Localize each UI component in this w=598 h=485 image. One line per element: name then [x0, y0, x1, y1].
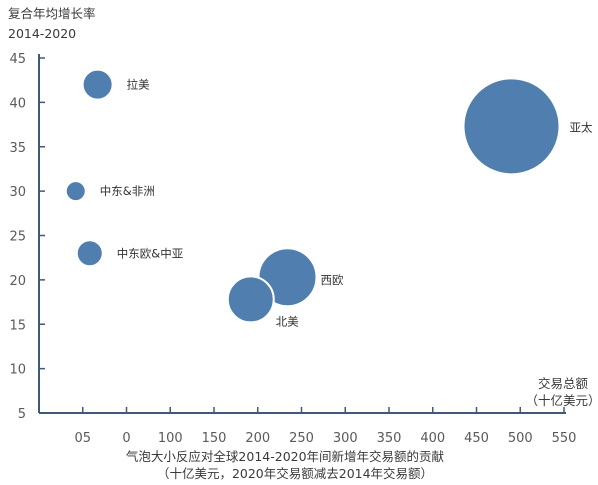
x-axis-title-line-1: 气泡大小反应对全球2014-2020年间新增年交易额的贡献: [126, 449, 444, 464]
bubble: [462, 77, 561, 176]
bubble-label: 中东欧&中亚: [117, 246, 183, 260]
y-tick-label: 20: [9, 274, 26, 289]
bubble-label: 北美: [276, 314, 299, 328]
x-tick-label: 400: [420, 431, 445, 446]
x-tick-label: 550: [552, 431, 577, 446]
size-legend-line-2: （十亿美元）: [525, 393, 598, 408]
y-tick-label: 10: [9, 363, 26, 378]
x-tick-label: 0: [122, 431, 130, 446]
bubble: [226, 275, 275, 324]
x-tick-label: 100: [158, 431, 183, 446]
y-axis-title-line-2: 2014-2020: [8, 26, 76, 41]
axes: 5 10 15 20 25 30 35 40 45 05 0 100 150 200 250 300 350 40…: [9, 52, 576, 446]
bubbles: [64, 68, 561, 324]
bubble-label: 亚太: [570, 120, 593, 134]
y-tick-label: 25: [9, 230, 26, 245]
y-tick-label: 30: [9, 185, 26, 200]
bubble-label: 拉美: [127, 78, 150, 92]
y-tick-label: 15: [9, 318, 26, 333]
x-tick-label: 300: [333, 431, 358, 446]
y-tick-label: 40: [9, 96, 26, 111]
x-tick-label: 250: [289, 431, 314, 446]
bubble-label: 西欧: [321, 273, 344, 287]
x-axis-title-line-2: （十亿美元，2020年交易额减去2014年交易额）: [157, 466, 433, 481]
x-tick-label: 05: [74, 431, 91, 446]
y-tick-label: 45: [9, 52, 26, 67]
x-tick-label: 500: [508, 431, 533, 446]
y-tick-label: 5: [18, 407, 26, 422]
bubble: [64, 180, 87, 203]
bubble-label: 中东&非洲: [100, 184, 155, 198]
y-tick-label: 35: [9, 141, 26, 156]
x-tick-label: 450: [464, 431, 489, 446]
size-legend-line-1: 交易总额: [538, 376, 589, 391]
bubble: [81, 68, 114, 101]
y-axis-title-line-1: 复合年均增长率: [8, 6, 96, 21]
x-tick-label: 350: [377, 431, 402, 446]
x-tick-label: 200: [245, 431, 270, 446]
x-tick-label: 150: [202, 431, 227, 446]
bubble: [75, 239, 104, 268]
